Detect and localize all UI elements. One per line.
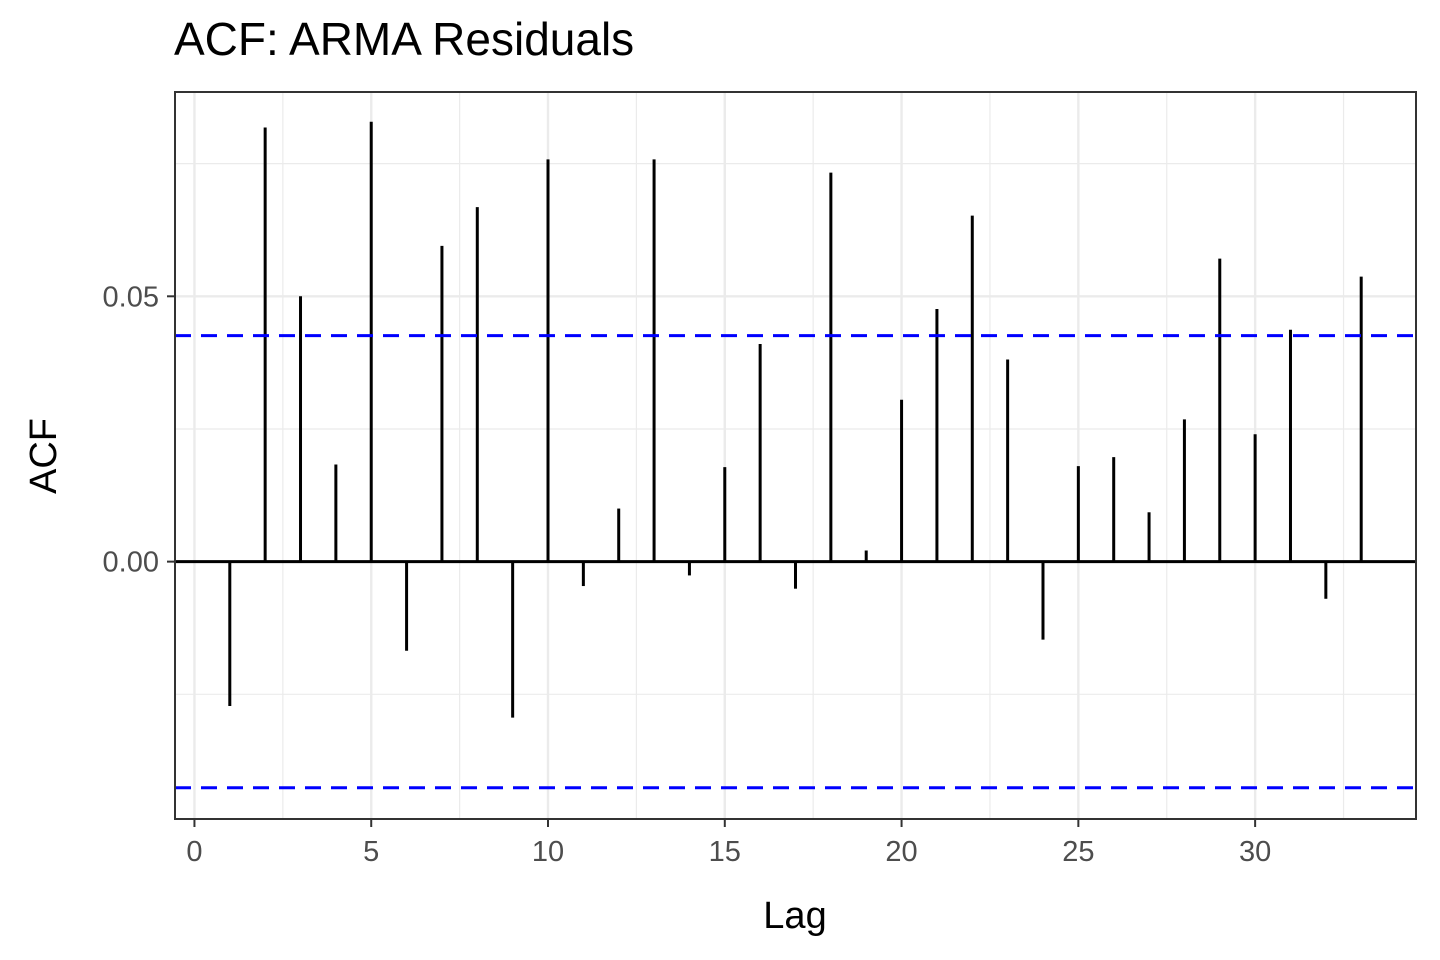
y-axis-title: ACF (23, 418, 65, 494)
grid-lines (175, 92, 1416, 819)
x-axis-title: Lag (763, 895, 826, 937)
x-tick-label: 30 (1239, 836, 1271, 868)
axis-ticks: 0 5 10 15 20 25 30 0.00 0.05 (103, 281, 1272, 868)
acf-bars (228, 121, 1363, 718)
chart-title: ACF: ARMA Residuals (174, 13, 635, 65)
x-tick-label: 10 (532, 836, 564, 868)
y-tick-label: 0.05 (103, 281, 159, 313)
x-tick-label: 0 (186, 836, 202, 868)
panel-border (174, 91, 1417, 820)
x-tick-label: 25 (1062, 836, 1094, 868)
x-tick-label: 15 (709, 836, 741, 868)
x-tick-label: 5 (363, 836, 379, 868)
y-tick-label: 0.00 (103, 547, 159, 579)
x-tick-label: 20 (885, 836, 917, 868)
